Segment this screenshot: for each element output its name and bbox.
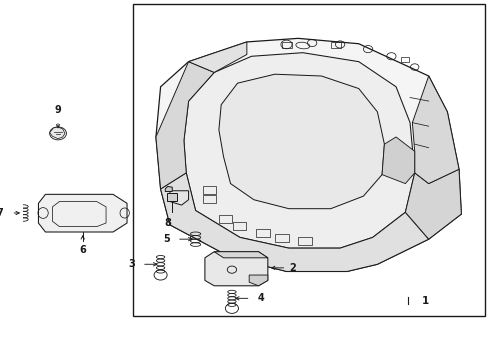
Polygon shape — [219, 74, 384, 209]
Bar — [167, 193, 177, 201]
Bar — [275, 234, 289, 242]
Bar — [401, 57, 409, 62]
Polygon shape — [38, 194, 127, 232]
Polygon shape — [405, 169, 461, 239]
Bar — [298, 237, 312, 244]
Text: 3: 3 — [128, 259, 135, 269]
Polygon shape — [49, 127, 65, 139]
Bar — [233, 222, 246, 230]
Text: 5: 5 — [163, 234, 170, 244]
Polygon shape — [170, 191, 189, 205]
Polygon shape — [413, 76, 459, 184]
Polygon shape — [156, 39, 461, 271]
Text: 1: 1 — [422, 296, 429, 306]
Text: 2: 2 — [289, 263, 296, 273]
Polygon shape — [214, 252, 268, 258]
Polygon shape — [382, 137, 415, 184]
Text: 9: 9 — [55, 105, 61, 116]
Bar — [202, 186, 216, 194]
Bar — [331, 42, 341, 48]
Polygon shape — [189, 42, 247, 72]
Text: 6: 6 — [79, 245, 86, 255]
Polygon shape — [249, 275, 268, 286]
Polygon shape — [184, 53, 415, 248]
Polygon shape — [156, 62, 214, 189]
Bar — [202, 195, 216, 203]
Bar — [282, 42, 292, 48]
Bar — [256, 229, 270, 237]
Polygon shape — [161, 173, 429, 271]
Text: 8: 8 — [165, 218, 172, 228]
Text: 7: 7 — [0, 208, 3, 218]
Text: 4: 4 — [257, 293, 264, 303]
Polygon shape — [205, 252, 268, 286]
Polygon shape — [165, 186, 172, 192]
Bar — [219, 215, 232, 223]
